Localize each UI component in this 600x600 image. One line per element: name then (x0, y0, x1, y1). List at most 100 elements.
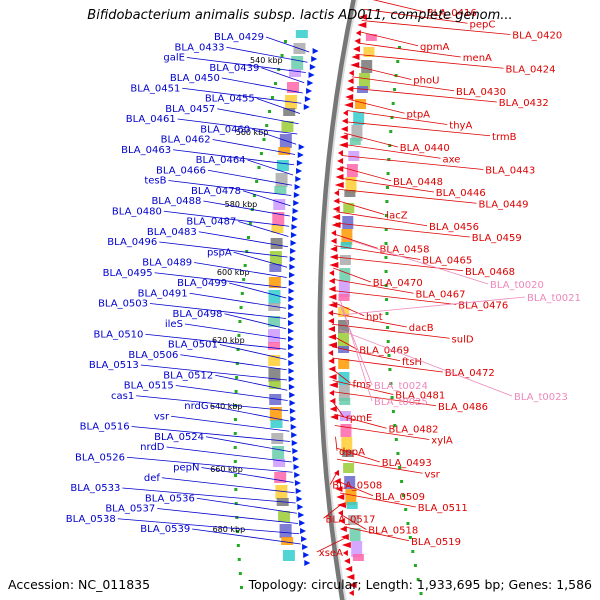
gene-label-left: BLA_0526 (75, 452, 125, 463)
trna-label: BLA_t0023 (514, 392, 568, 403)
gene-label-right: xseA (319, 548, 343, 559)
forward-feature (290, 240, 297, 246)
gene-label-left: BLA_0516 (80, 422, 130, 433)
gene-label-left: BLA_0464 (196, 155, 246, 166)
forward-feature (292, 456, 299, 462)
leader-line-right (338, 481, 374, 497)
feature-box (286, 82, 299, 93)
gene-label-right: BLA_0493 (382, 458, 432, 469)
feature-box (268, 316, 281, 327)
tick-dot (252, 194, 256, 197)
tick-dot (384, 270, 388, 273)
leader-line-left (212, 139, 296, 155)
gene-label-left: cas1 (111, 391, 134, 402)
reverse-feature (332, 214, 341, 220)
feature-box (276, 160, 289, 171)
feature-box (342, 216, 354, 229)
feature-box (343, 463, 355, 473)
tick-dot (389, 130, 393, 133)
accession-label: Accession: NC_011835 (8, 577, 151, 592)
leader-line-right (334, 425, 430, 440)
gene-label-left: BLA_0495 (103, 268, 153, 279)
feature-box (278, 147, 291, 155)
gene-label-left: BLA_0536 (145, 493, 195, 504)
tick-dot (385, 200, 389, 203)
reverse-feature (352, 46, 360, 52)
leader-line-left (238, 221, 289, 237)
gene-label-left: pspA (207, 247, 232, 258)
leader-line-left (173, 149, 295, 166)
tick-dot (235, 376, 239, 379)
tick-dot (236, 544, 240, 547)
forward-feature (291, 224, 298, 230)
leader-line-left (122, 487, 296, 504)
leader-line-right (353, 65, 412, 80)
trna-label: BLA_t0025 (374, 397, 428, 408)
reverse-feature (328, 334, 337, 340)
leader-line-right (334, 245, 421, 260)
reverse-feature (338, 142, 348, 148)
backbone-outer (317, 0, 357, 600)
gene-label-right: lacZ (386, 211, 407, 222)
leader-line-right (332, 357, 443, 373)
feature-box (339, 398, 351, 405)
reverse-feature (337, 510, 343, 516)
reverse-feature (341, 118, 348, 124)
leader-line-right (342, 143, 441, 159)
reverse-feature (328, 278, 335, 284)
reverse-feature (336, 494, 345, 500)
leader-line-left (198, 231, 288, 248)
tick-dot (406, 522, 410, 525)
feature-box (363, 47, 375, 57)
leader-line-right (333, 256, 464, 272)
feature-box (344, 190, 356, 197)
leader-line-right (333, 402, 345, 418)
gene-label-right: BLA_0469 (359, 346, 409, 357)
tick-dot (235, 362, 239, 365)
tick-dot (265, 124, 269, 127)
tick-dot (274, 82, 278, 85)
leader-line-right (341, 155, 484, 170)
feature-box (278, 511, 291, 522)
leader-line-left (217, 108, 299, 125)
feature-box (268, 368, 281, 382)
feature-box (338, 320, 350, 333)
reverse-feature (328, 326, 336, 332)
forward-feature (290, 424, 297, 430)
tick-dot (238, 320, 242, 323)
gene-label-left: BLA_0498 (173, 309, 223, 320)
feature-box (268, 329, 281, 343)
reverse-feature (337, 158, 344, 164)
reverse-feature (348, 590, 354, 596)
reverse-feature (329, 262, 339, 268)
reverse-feature (333, 198, 340, 204)
reverse-feature (328, 302, 338, 308)
leader-line-left (233, 251, 288, 268)
feature-box (351, 541, 363, 557)
tick-dot (385, 186, 389, 189)
feature-box (268, 355, 281, 366)
tick-dot (257, 166, 261, 169)
tick-dot (236, 348, 240, 351)
leader-line-right (334, 233, 378, 249)
gene-label-left: BLA_0491 (138, 288, 188, 299)
forward-feature (288, 296, 295, 302)
reverse-feature (347, 78, 354, 84)
leader-line-right (333, 391, 437, 407)
feature-box (342, 450, 354, 457)
feature-box (295, 30, 308, 38)
leader-line-right (335, 222, 470, 238)
forward-feature (308, 72, 315, 78)
reverse-feature (330, 414, 339, 420)
gene-label-right: vsr (425, 469, 441, 480)
trna-label: BLA_t0021 (527, 293, 581, 304)
feature-box (338, 281, 350, 297)
feature-box (339, 255, 351, 265)
gene-label-left: nrdG (184, 401, 208, 412)
tick-dot (384, 228, 388, 231)
leader-line-right (351, 76, 455, 92)
feature-box (272, 212, 285, 226)
tick-dot (387, 158, 391, 161)
